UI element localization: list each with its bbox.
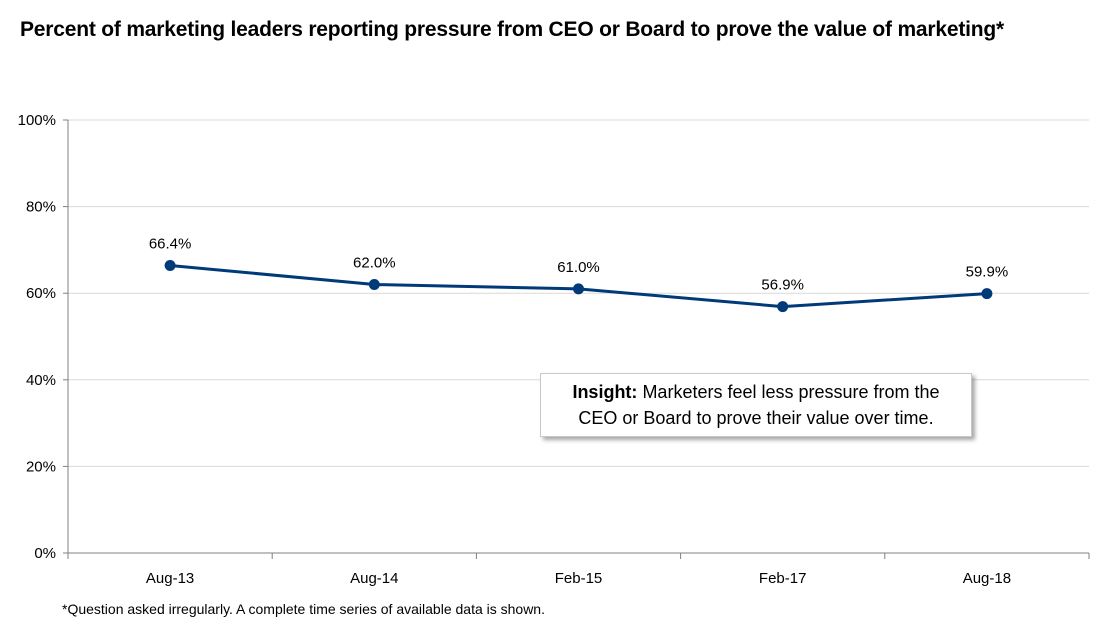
data-point <box>164 259 176 271</box>
insight-text-1: Marketers feel less pressure from the <box>637 382 940 402</box>
series <box>164 259 993 313</box>
insight-heading: Insight: <box>572 382 638 402</box>
data-label: 66.4% <box>149 235 192 252</box>
data-label: 56.9% <box>761 277 804 294</box>
y-tick-label: 60% <box>26 285 56 302</box>
insight-line-1: Insight: Marketers feel less pressure fr… <box>541 379 971 405</box>
x-tick-label: Feb-15 <box>555 570 603 587</box>
data-point <box>777 301 789 313</box>
footnote: *Question asked irregularly. A complete … <box>62 601 545 617</box>
x-tick-label: Aug-18 <box>963 570 1011 587</box>
y-tick-label: 20% <box>26 458 56 475</box>
data-point <box>573 283 584 295</box>
data-label: 62.0% <box>353 255 396 272</box>
x-tick-label: Aug-14 <box>350 570 398 587</box>
x-tick-label: Aug-13 <box>146 570 194 587</box>
axes: 0% 20% 40% 60% 80% 100% Aug-13 Aug-14 Feb-15 Feb-… <box>18 112 1090 587</box>
data-point <box>981 288 993 300</box>
data-label: 59.9% <box>966 264 1009 281</box>
y-tick-label: 0% <box>34 545 56 562</box>
y-tick-label: 80% <box>26 199 56 216</box>
chart-title: Percent of marketing leaders reporting p… <box>20 18 1004 41</box>
x-tick-label: Feb-17 <box>759 570 807 587</box>
data-labels: 66.4% 62.0% 61.0% 56.9% 59.9% <box>149 235 1008 293</box>
insight-line-2: CEO or Board to prove their value over t… <box>578 408 934 428</box>
y-tick-label: 40% <box>26 372 56 389</box>
data-label: 61.0% <box>557 259 600 276</box>
y-tick-label: 100% <box>18 112 56 129</box>
insight-callout: Insight: Marketers feel less pressure fr… <box>540 373 972 437</box>
data-point <box>368 279 380 291</box>
